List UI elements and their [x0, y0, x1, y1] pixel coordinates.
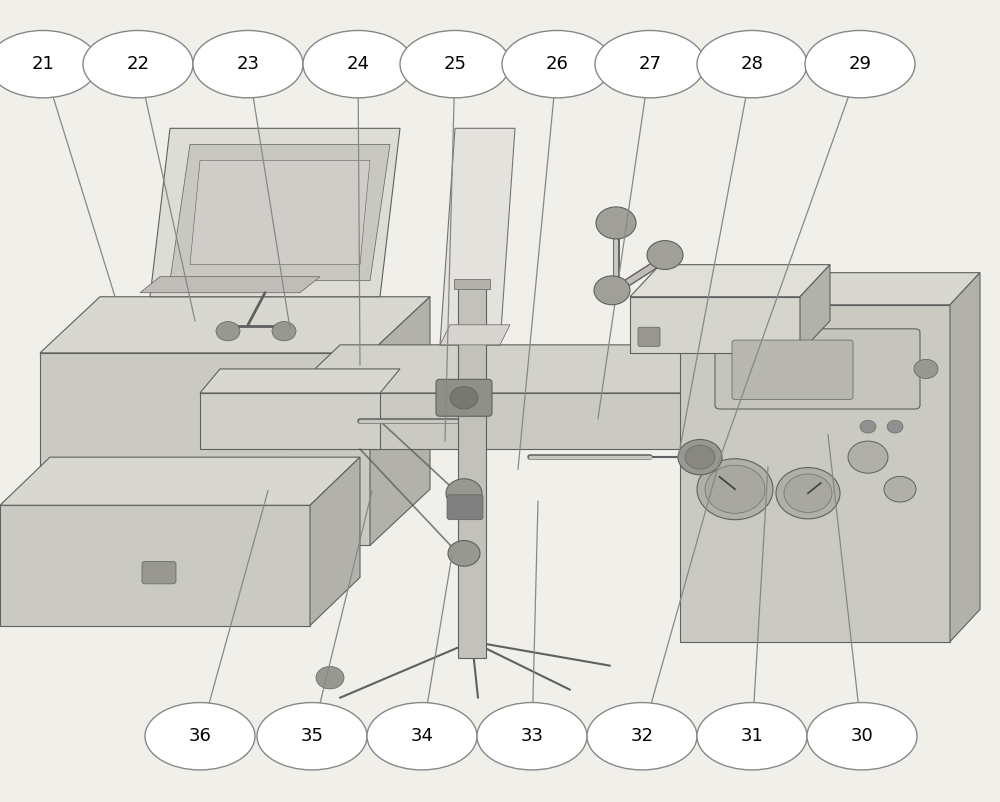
Circle shape: [884, 476, 916, 502]
Ellipse shape: [502, 30, 612, 98]
Text: 36: 36: [189, 727, 211, 745]
FancyBboxPatch shape: [436, 379, 492, 416]
Circle shape: [316, 666, 344, 689]
Polygon shape: [310, 457, 360, 626]
Text: 24: 24: [347, 55, 370, 73]
Circle shape: [450, 387, 478, 409]
Bar: [454, 279, 490, 289]
Circle shape: [685, 445, 715, 469]
Circle shape: [705, 465, 765, 513]
Polygon shape: [40, 297, 430, 353]
Text: 35: 35: [300, 727, 324, 745]
Polygon shape: [0, 457, 360, 505]
Circle shape: [776, 468, 840, 519]
Polygon shape: [0, 505, 310, 626]
FancyBboxPatch shape: [447, 495, 483, 520]
Polygon shape: [630, 297, 800, 353]
FancyBboxPatch shape: [638, 327, 660, 346]
Polygon shape: [150, 128, 400, 297]
Ellipse shape: [805, 30, 915, 98]
Polygon shape: [680, 305, 950, 642]
Circle shape: [448, 541, 480, 566]
Polygon shape: [200, 369, 400, 393]
Text: 32: 32: [631, 727, 654, 745]
FancyBboxPatch shape: [732, 340, 853, 399]
Polygon shape: [440, 325, 510, 345]
Polygon shape: [950, 273, 980, 642]
Polygon shape: [800, 265, 830, 353]
Text: 27: 27: [639, 55, 662, 73]
Ellipse shape: [400, 30, 510, 98]
Ellipse shape: [477, 703, 587, 770]
Ellipse shape: [0, 30, 98, 98]
Circle shape: [784, 474, 832, 512]
Polygon shape: [370, 297, 430, 545]
Text: 33: 33: [520, 727, 544, 745]
Text: 26: 26: [546, 55, 568, 73]
Circle shape: [596, 207, 636, 239]
Polygon shape: [680, 273, 980, 305]
Ellipse shape: [697, 703, 807, 770]
Circle shape: [594, 276, 630, 305]
Ellipse shape: [145, 703, 255, 770]
Circle shape: [887, 420, 903, 433]
Polygon shape: [700, 345, 750, 449]
Circle shape: [678, 439, 722, 475]
Circle shape: [446, 479, 482, 508]
Polygon shape: [170, 144, 390, 281]
Ellipse shape: [595, 30, 705, 98]
Polygon shape: [200, 393, 380, 449]
Text: 34: 34: [411, 727, 434, 745]
FancyBboxPatch shape: [142, 561, 176, 584]
Polygon shape: [140, 277, 320, 293]
Polygon shape: [290, 345, 750, 393]
Polygon shape: [290, 393, 700, 449]
FancyBboxPatch shape: [715, 329, 920, 409]
Circle shape: [216, 322, 240, 341]
Text: 21: 21: [32, 55, 54, 73]
Polygon shape: [40, 353, 370, 545]
Text: 28: 28: [741, 55, 763, 73]
Text: 23: 23: [237, 55, 260, 73]
Circle shape: [697, 459, 773, 520]
Ellipse shape: [367, 703, 477, 770]
Ellipse shape: [257, 703, 367, 770]
Circle shape: [272, 322, 296, 341]
Polygon shape: [190, 160, 370, 265]
Text: 30: 30: [851, 727, 873, 745]
Text: 25: 25: [444, 55, 466, 73]
Ellipse shape: [697, 30, 807, 98]
Text: 29: 29: [848, 55, 872, 73]
Ellipse shape: [587, 703, 697, 770]
Ellipse shape: [303, 30, 413, 98]
Text: 31: 31: [741, 727, 763, 745]
Polygon shape: [440, 128, 515, 345]
Circle shape: [860, 420, 876, 433]
Bar: [458, 281, 486, 658]
Text: 22: 22: [126, 55, 150, 73]
Circle shape: [914, 359, 938, 379]
Circle shape: [647, 241, 683, 269]
Ellipse shape: [83, 30, 193, 98]
Ellipse shape: [807, 703, 917, 770]
Circle shape: [848, 441, 888, 473]
Ellipse shape: [193, 30, 303, 98]
Polygon shape: [630, 265, 830, 297]
